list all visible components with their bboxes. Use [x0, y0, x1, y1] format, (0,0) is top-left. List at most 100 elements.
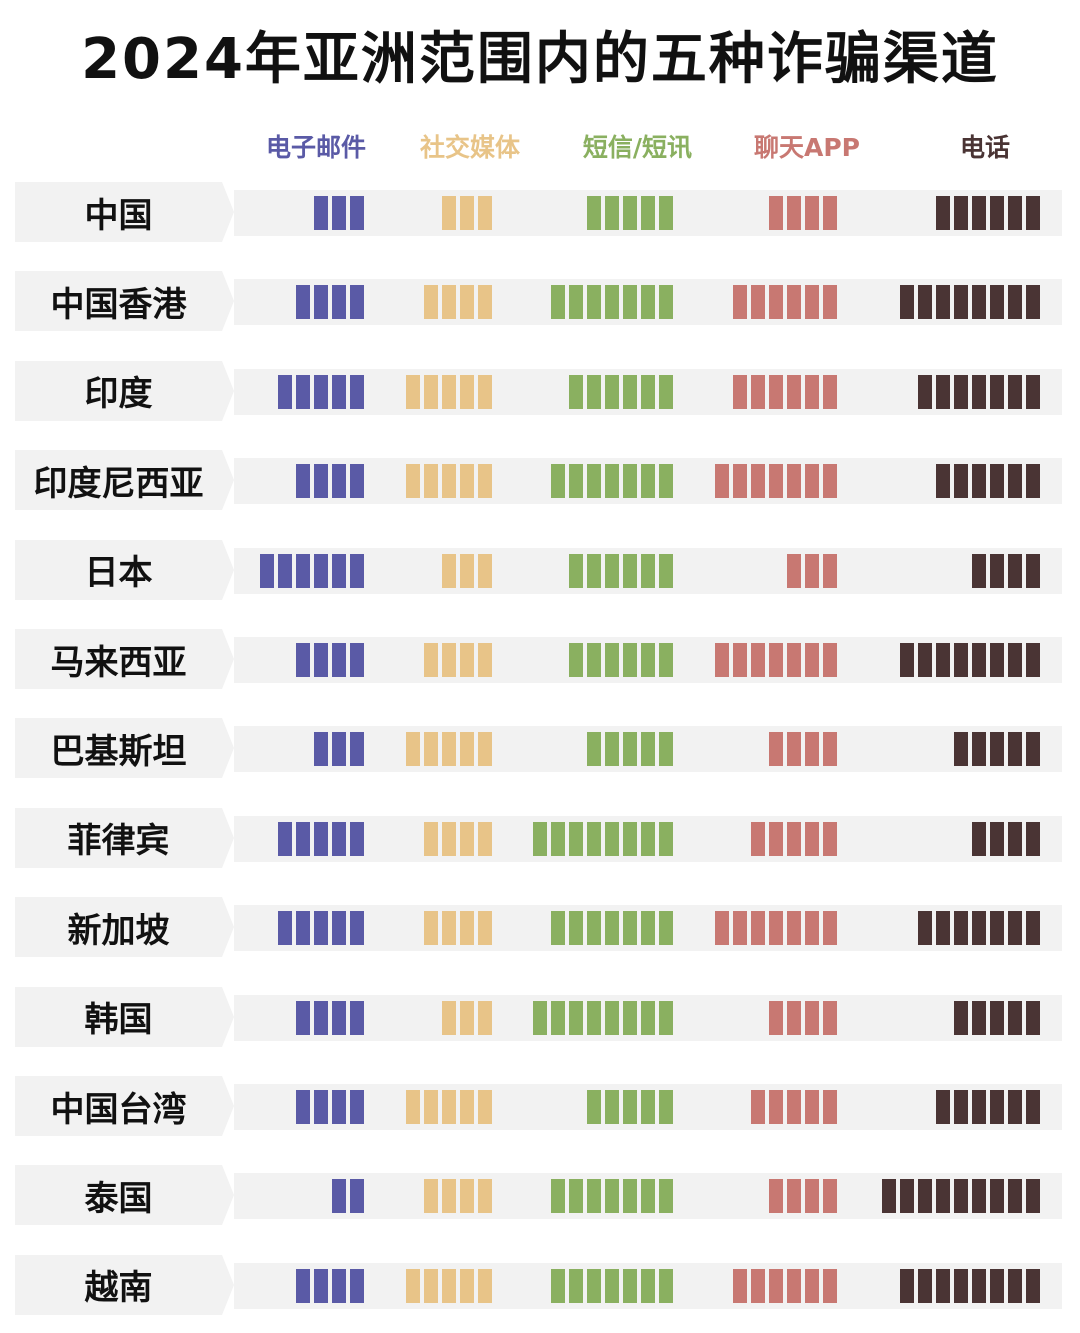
bar-unit-0 — [350, 732, 364, 767]
bar-unit-1 — [406, 1268, 420, 1303]
bar-unit-1 — [424, 1090, 438, 1124]
bar-unit-0 — [296, 285, 310, 320]
bar-unit-4 — [1026, 1090, 1040, 1124]
bar-unit-0 — [332, 732, 346, 767]
bar-unit-3 — [769, 911, 783, 946]
bar-unit-2 — [551, 1268, 565, 1303]
bar-unit-2 — [623, 911, 637, 946]
bar-unit-1 — [442, 911, 456, 946]
bar-unit-3 — [769, 464, 783, 499]
bar-unit-1 — [442, 374, 456, 409]
bar-unit-0 — [314, 643, 328, 677]
bar-unit-1 — [478, 285, 492, 320]
series-header: 电话 — [959, 133, 1010, 162]
bar-strip — [234, 458, 1062, 505]
bar-unit-2 — [587, 1000, 601, 1035]
bar-unit-1 — [442, 643, 456, 677]
bar-unit-0 — [332, 821, 346, 856]
bar-unit-1 — [424, 732, 438, 767]
bar-unit-2 — [551, 464, 565, 499]
bar-unit-2 — [641, 643, 655, 677]
bar-unit-3 — [805, 374, 819, 409]
bar-unit-2 — [605, 732, 619, 767]
bar-unit-4 — [918, 1268, 932, 1303]
bar-unit-0 — [350, 285, 364, 320]
bar-unit-3 — [823, 1268, 837, 1303]
label-notch — [222, 271, 234, 332]
bar-unit-3 — [715, 464, 729, 499]
bar-unit-2 — [569, 1179, 583, 1214]
country-row: 马来西亚 — [0, 629, 1080, 691]
bar-unit-2 — [659, 196, 673, 230]
bar-unit-2 — [659, 1268, 673, 1303]
bar-unit-2 — [605, 1000, 619, 1035]
bar-unit-3 — [769, 821, 783, 856]
bar-unit-0 — [350, 643, 364, 677]
country-label: 印度 — [15, 360, 222, 421]
bar-unit-2 — [587, 553, 601, 588]
bar-unit-4 — [936, 1090, 950, 1124]
bar-unit-4 — [1026, 821, 1040, 856]
label-notch — [222, 450, 234, 511]
bar-unit-4 — [954, 1179, 968, 1214]
bar-unit-3 — [823, 643, 837, 677]
bar-unit-3 — [805, 643, 819, 677]
bar-unit-0 — [296, 1090, 310, 1124]
bar-unit-4 — [972, 1179, 986, 1214]
bar-unit-0 — [332, 464, 346, 499]
bar-unit-3 — [751, 285, 765, 320]
bar-unit-0 — [296, 1000, 310, 1035]
bar-unit-3 — [751, 464, 765, 499]
bar-unit-4 — [1026, 911, 1040, 946]
bar-unit-3 — [823, 1090, 837, 1124]
bar-unit-4 — [936, 374, 950, 409]
bar-unit-4 — [954, 1090, 968, 1124]
bar-unit-3 — [751, 821, 765, 856]
bar-unit-2 — [641, 1000, 655, 1035]
bar-unit-2 — [623, 374, 637, 409]
bar-unit-2 — [605, 1179, 619, 1214]
bar-unit-2 — [587, 196, 601, 230]
bar-unit-4 — [1026, 1179, 1040, 1214]
bar-unit-3 — [787, 1179, 801, 1214]
bar-unit-2 — [605, 553, 619, 588]
bar-unit-1 — [460, 196, 474, 230]
bar-unit-4 — [954, 464, 968, 499]
bar-unit-2 — [623, 821, 637, 856]
bar-unit-4 — [1026, 196, 1040, 230]
bar-unit-4 — [990, 911, 1004, 946]
bar-unit-4 — [990, 1090, 1004, 1124]
bar-unit-4 — [1026, 553, 1040, 588]
country-label: 泰国 — [15, 1165, 222, 1226]
bar-unit-1 — [460, 464, 474, 499]
country-row: 中国 — [0, 182, 1080, 244]
bar-unit-1 — [442, 196, 456, 230]
bar-unit-2 — [551, 821, 565, 856]
bar-unit-4 — [990, 821, 1004, 856]
bar-unit-1 — [442, 285, 456, 320]
bar-unit-3 — [787, 196, 801, 230]
bar-strip — [234, 368, 1062, 415]
bar-unit-4 — [954, 911, 968, 946]
bar-unit-2 — [623, 285, 637, 320]
bar-unit-0 — [314, 821, 328, 856]
bar-strip — [234, 905, 1062, 952]
bar-unit-4 — [1008, 1179, 1022, 1214]
bar-unit-3 — [769, 1268, 783, 1303]
bar-unit-3 — [805, 285, 819, 320]
country-row: 印度 — [0, 360, 1080, 423]
bar-unit-2 — [623, 643, 637, 677]
bar-unit-4 — [972, 1090, 986, 1124]
bar-unit-4 — [990, 1000, 1004, 1035]
bar-unit-4 — [1008, 285, 1022, 320]
bar-unit-1 — [406, 374, 420, 409]
bar-unit-4 — [1008, 464, 1022, 499]
bar-unit-3 — [805, 732, 819, 767]
bar-unit-2 — [587, 821, 601, 856]
bar-unit-1 — [406, 732, 420, 767]
bar-unit-0 — [332, 285, 346, 320]
bar-unit-0 — [314, 1268, 328, 1303]
bar-unit-2 — [569, 285, 583, 320]
bar-unit-1 — [460, 285, 474, 320]
bar-unit-0 — [314, 374, 328, 409]
